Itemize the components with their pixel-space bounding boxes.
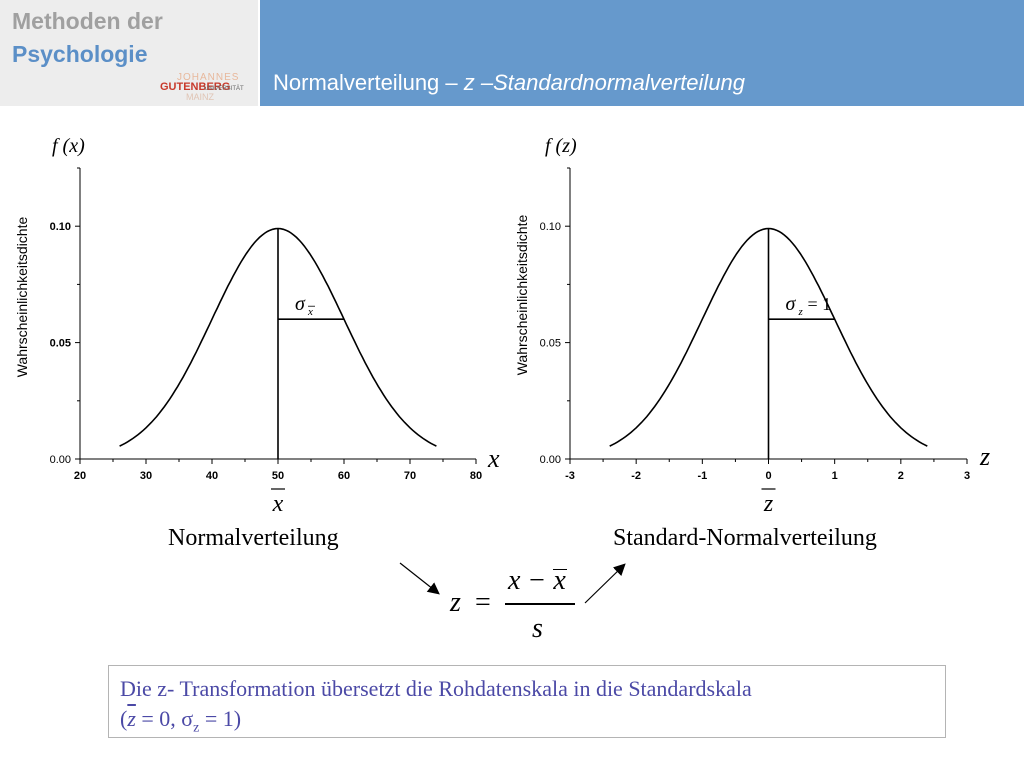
chart2-y-tick-label: 0.10 (540, 221, 561, 233)
chart2-x-tick-label: -3 (565, 470, 575, 482)
chart2-x-tick-label: -2 (631, 470, 641, 482)
formula-fraction-bar (505, 603, 575, 605)
note-zbar: z (127, 706, 136, 731)
note-eq1: = 1) (199, 706, 242, 731)
charts-svg: 20 30 40 50 60 70 800.000.050.10Wahrscheinlich… (14, 135, 990, 515)
slide-title: Normalverteilung – z –Standardnormalvert… (273, 70, 745, 96)
chart1-mean-label: x (272, 491, 284, 515)
chart1-sigma-subscript: x (307, 306, 313, 318)
note-sub-z: z (193, 720, 200, 736)
chart2-mean-label: z (763, 491, 774, 515)
caption-normalverteilung: Normalverteilung (168, 525, 339, 551)
chart2-y-tick-label: 0.00 (540, 454, 561, 466)
formula-eq: = (475, 587, 491, 618)
chart1-function-label: f (x) (52, 135, 85, 157)
formula-mean-bar (553, 569, 567, 570)
chart2-sigma-value: = 1 (808, 294, 832, 314)
arrow-left (399, 562, 440, 595)
chart2-density-curve (609, 227, 928, 447)
chart2-sigma-subscript: z (798, 306, 804, 318)
chart1-x-tick-label: 50 (272, 470, 284, 482)
chart1-x-tick-label: 30 (140, 470, 152, 482)
chart1-y-tick-label: 0.05 (50, 338, 71, 350)
note-line2: (z = 0, σz = 1) (120, 704, 934, 743)
chart1-y-tick-label: 0.10 (50, 221, 71, 233)
chart1-x-tick-label: 60 (338, 470, 350, 482)
chart2-x-tick-label: 1 (832, 470, 838, 482)
note-eq0: = 0, σ (135, 706, 194, 731)
chart2-x-tick-label: 0 (765, 470, 771, 482)
note-line1: Die z- Transformation übersetzt die Rohd… (120, 676, 752, 701)
chart2-function-label: f (z) (545, 135, 577, 157)
note-open: ( (120, 706, 128, 731)
chart2-y-axis-label: Wahrscheinlichkeitsdichte (514, 215, 530, 376)
chart1-x-tick-label: 40 (206, 470, 218, 482)
logo-johannes: JOHANNES (177, 72, 240, 83)
chart1-y-axis-label: Wahrscheinlichkeitsdichte (14, 217, 30, 378)
note-box: Die z- Transformation übersetzt die Rohd… (108, 665, 946, 738)
z-formula: z = x − x s (450, 565, 585, 650)
header-logo-area: Methoden der Psychologie JOHANNES GUTENB… (0, 0, 258, 106)
chart2-x-variable-label: z (979, 442, 990, 471)
caption-standard-normalverteilung: Standard-Normalverteilung (613, 525, 877, 551)
chart1-y-tick-label: 0.00 (50, 454, 71, 466)
formula-numerator: x − x (508, 565, 566, 596)
chart1-x-tick-label: 80 (470, 470, 482, 482)
logo-gutenberg: GUTENBERG (160, 81, 231, 93)
formula-denominator: s (532, 613, 543, 644)
chart2-x-tick-label: 3 (964, 470, 970, 482)
logo-universitaet: UNIVERSITÄT (204, 86, 244, 92)
chart1-x-variable-label: x (487, 444, 500, 473)
chart2-x-tick-label: -1 (697, 470, 707, 482)
university-logo: JOHANNES GUTENBERG UNIVERSITÄT MAINZ (160, 72, 252, 102)
formula-lhs: z (450, 587, 461, 618)
chart2-sigma-symbol: σ (786, 293, 797, 315)
header-bar: Normalverteilung – z –Standardnormalvert… (260, 0, 1024, 106)
arrow-right (584, 563, 626, 604)
chart2-y-tick-label: 0.05 (540, 338, 561, 350)
chart1-density-curve (119, 227, 437, 447)
slide-title-plain: Normalverteilung – (273, 70, 464, 95)
chart1-sigma-symbol: σ (295, 293, 306, 315)
chart1-x-tick-label: 70 (404, 470, 416, 482)
chart2-x-tick-label: 2 (898, 470, 904, 482)
logo-mainz: MAINZ (186, 92, 214, 102)
slide-title-italic: z –Standardnormalverteilung (463, 70, 746, 95)
chart1-x-tick-label: 20 (74, 470, 86, 482)
logo-title-line2: Psychologie (12, 41, 148, 67)
logo-title-line1: Methoden der (12, 8, 163, 34)
